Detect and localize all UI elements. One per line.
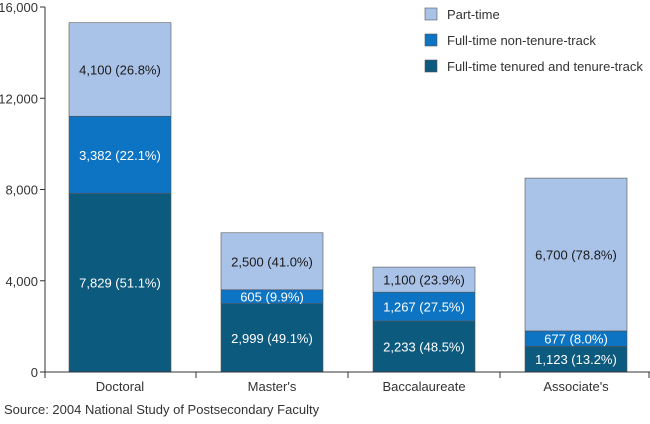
- bar-segment: [372, 266, 476, 293]
- data-label: 2,999 (49.1%): [231, 331, 313, 346]
- data-label: 4,100 (26.8%): [79, 62, 161, 77]
- y-tick-label: 4,000: [5, 274, 38, 289]
- y-tick-label: 8,000: [5, 183, 38, 198]
- legend-swatch: [424, 59, 438, 73]
- legend: Part-time Full-time non-tenure-track Full-…: [424, 7, 643, 74]
- data-label: 2,500 (41.0%): [231, 254, 313, 269]
- y-tick-label: 12,000: [0, 91, 38, 106]
- bar-segment: [68, 193, 172, 373]
- data-label: 605 (9.9%): [240, 290, 304, 305]
- bar-segment: [524, 346, 628, 373]
- x-tick-label: Master's: [248, 379, 297, 394]
- data-label: 1,100 (23.9%): [383, 273, 465, 288]
- legend-label: Part-time: [447, 7, 500, 22]
- y-tick-label: 0: [31, 365, 38, 380]
- axes-layer: 0 4,000 8,000 12,000 16,000 Doctoral Master's B…: [0, 0, 650, 394]
- bar-segment: [524, 177, 628, 332]
- data-label: 1,267 (27.5%): [383, 300, 465, 315]
- y-tick-label: 16,000: [0, 0, 38, 15]
- legend-label: Full-time non-tenure-track: [447, 33, 596, 48]
- data-label: 1,123 (13.2%): [535, 352, 617, 367]
- x-tick-label: Doctoral: [96, 379, 145, 394]
- data-label: 2,233 (48.5%): [383, 340, 465, 355]
- bar-segment: [372, 291, 476, 322]
- source-note: Source: 2004 National Study of Postsecon…: [4, 402, 320, 417]
- bars-layer: 7,829 (51.1%) 3,382 (22.1%) 4,100 (26.8%) 2…: [68, 22, 628, 373]
- x-tick-label: Associate's: [543, 379, 609, 394]
- bar-segment: [220, 232, 324, 291]
- legend-label: Full-time tenured and tenure-track: [447, 59, 643, 74]
- data-label: 3,382 (22.1%): [79, 148, 161, 163]
- data-label: 6,700 (78.8%): [535, 248, 617, 263]
- data-label: 677 (8.0%): [544, 332, 608, 347]
- bar-segment: [220, 303, 324, 373]
- legend-swatch: [424, 33, 438, 47]
- x-tick-label: Baccalaureate: [382, 379, 465, 394]
- bar-segment: [68, 115, 172, 194]
- data-label: 7,829 (51.1%): [79, 276, 161, 291]
- bar-segment: [68, 22, 172, 117]
- legend-swatch: [424, 7, 438, 21]
